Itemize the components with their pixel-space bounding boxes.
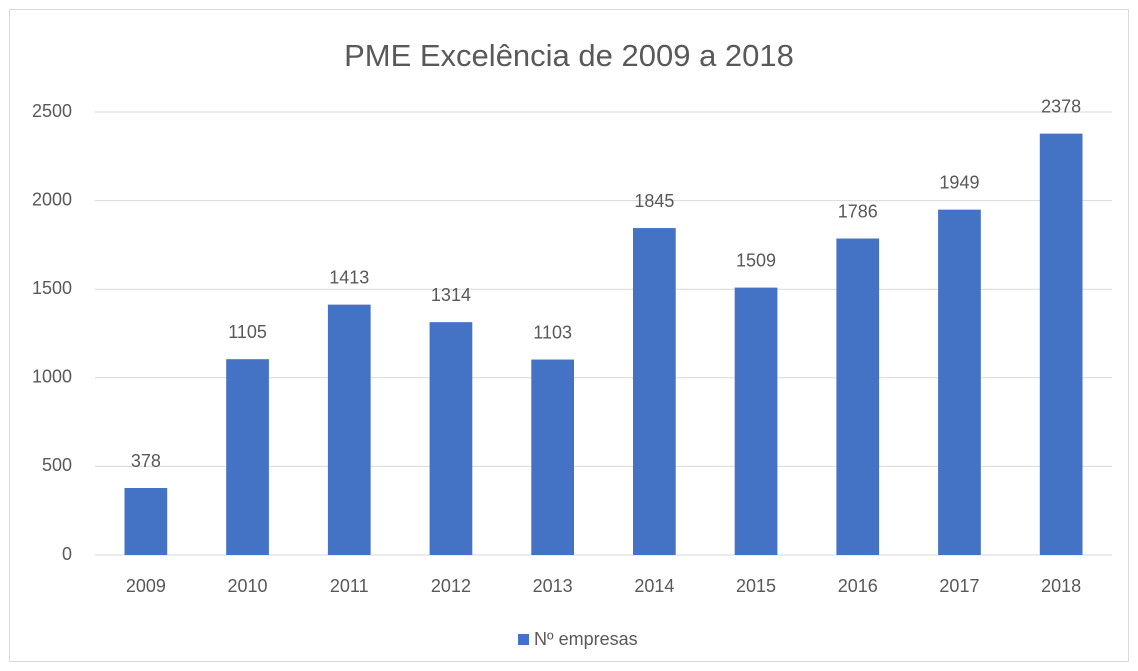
data-label: 378 (131, 451, 161, 471)
legend-swatch (518, 634, 529, 645)
legend-label: Nº empresas (534, 629, 638, 649)
x-tick-label: 2016 (838, 576, 878, 596)
y-tick-label: 1500 (32, 278, 72, 298)
data-label: 1105 (228, 322, 267, 342)
x-tick-label: 2015 (736, 576, 776, 596)
bar (938, 209, 981, 555)
data-label: 1413 (329, 267, 369, 287)
x-tick-label: 2018 (1041, 576, 1081, 596)
bar (124, 488, 168, 555)
data-label: 1103 (533, 322, 572, 342)
y-tick-label: 2000 (32, 189, 72, 209)
x-tick-label: 2014 (634, 576, 674, 596)
data-label: 1949 (939, 172, 979, 192)
chart-title: PME Excelência de 2009 a 2018 (344, 38, 794, 73)
x-tick-label: 2010 (228, 576, 268, 596)
bar (734, 287, 778, 555)
x-tick-label: 2012 (431, 576, 471, 596)
data-label: 1786 (838, 201, 878, 221)
bar (327, 304, 371, 555)
bar (429, 322, 473, 555)
x-tick-label: 2017 (939, 576, 979, 596)
x-tick-label: 2011 (330, 576, 369, 596)
data-label: 1314 (431, 285, 471, 305)
bar (632, 228, 676, 556)
y-tick-label: 0 (62, 544, 72, 564)
data-label: 2378 (1041, 96, 1081, 116)
bar (226, 359, 269, 555)
x-tick-label: 2013 (533, 576, 573, 596)
data-label: 1845 (634, 191, 674, 211)
x-tick-label: 2009 (126, 576, 166, 596)
bar (836, 238, 880, 555)
bar (531, 359, 575, 555)
y-tick-label: 500 (42, 455, 72, 475)
data-label: 1509 (736, 250, 776, 270)
y-tick-label: 2500 (32, 101, 72, 121)
y-tick-label: 1000 (32, 367, 72, 387)
bar (1039, 133, 1083, 555)
